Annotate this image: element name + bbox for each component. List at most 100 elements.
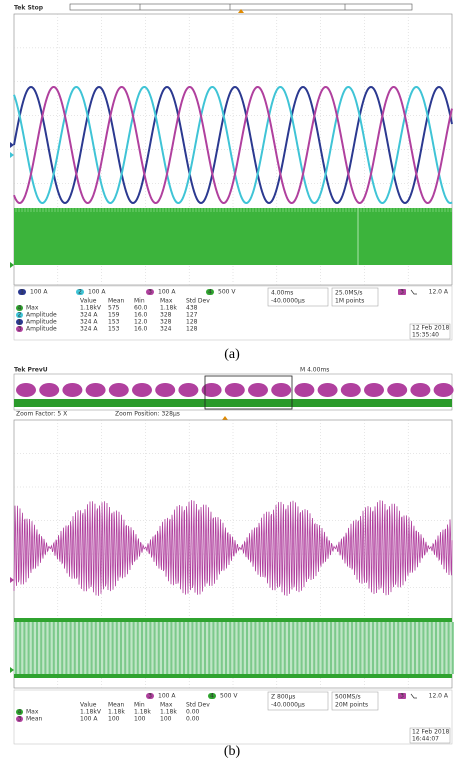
channel-scale: 100 A (30, 289, 48, 296)
measure-value: 60.0 (134, 305, 148, 312)
ch4-zoom-pulse (242, 622, 244, 674)
measure-value: 1.18k (160, 709, 177, 716)
channel-number: 2 (78, 289, 82, 296)
row-name: Mean (26, 716, 43, 723)
ch4-zoom-pulse (212, 622, 214, 674)
row-channel: 3 (18, 716, 22, 723)
ch4-zoom-pulse (355, 622, 357, 674)
time: 16:44:07 (412, 736, 439, 743)
trigger-marker (238, 9, 244, 13)
ch4-zoom-pulse (326, 622, 328, 674)
overview-burst (364, 383, 384, 397)
row-channel: 4 (18, 709, 22, 716)
ch4-zoom-pulse (389, 622, 391, 674)
ch4-zoom-pulse (95, 622, 97, 674)
measure-value: 0.00 (186, 716, 200, 723)
ch4-zoom-pulse (414, 622, 416, 674)
row-channel: 3 (18, 326, 22, 333)
ch4-zoom-pulse (57, 622, 59, 674)
row-name: Amplitude (26, 319, 57, 326)
measure-header: Max (160, 298, 173, 305)
caption: (b) (224, 744, 241, 759)
ch4-zoom-pulse (19, 622, 21, 674)
ch4-zoom-pulse (229, 622, 231, 674)
channel-number: 4 (208, 289, 212, 296)
measure-value: 328 (160, 319, 172, 326)
ch4-zoom-pulse (23, 622, 25, 674)
ch4-zoom-pulse (313, 622, 315, 674)
ch4-zoom-pulse (376, 622, 378, 674)
overview-burst (178, 383, 198, 397)
overview-burst (155, 383, 175, 397)
ch4-zoom-pulse (217, 622, 219, 674)
measure-value: 324 A (80, 326, 98, 333)
horizontal-scale: M 4.00ms (300, 367, 329, 374)
measure-header: Std Dev (186, 298, 210, 305)
ch4-zoom-pulse (431, 622, 433, 674)
measure-value: 1.18k (160, 305, 177, 312)
ch4-zoom-pulse (149, 622, 151, 674)
overview-ch4 (14, 399, 452, 407)
channel-number: 3 (148, 693, 152, 700)
ch4-zoom-pulse (334, 622, 336, 674)
ch4-zoom-pulse (200, 622, 202, 674)
ch4-zoom-pulse (288, 622, 290, 674)
ch4-zoom-pulse (49, 622, 51, 674)
overview-burst (109, 383, 129, 397)
row-channel: 2 (18, 312, 22, 319)
ch4-zoom-pulse (170, 622, 172, 674)
measure-value: 100 A (80, 716, 98, 723)
ch4-zoom-pulse (359, 622, 361, 674)
ch4-zoom-pulse (120, 622, 122, 674)
trigger-channel: 3 (400, 693, 404, 700)
ch4-zoom-pulse (263, 622, 265, 674)
ch4-zoom-pulse (133, 622, 135, 674)
measure-value: 100 (160, 716, 172, 723)
ch4-zoom-pulse (284, 622, 286, 674)
row-name: Amplitude (26, 326, 57, 333)
status: Tek Stop (14, 5, 44, 12)
measure-value: 1.18kV (80, 305, 102, 312)
ch4-zoom-pulse (238, 622, 240, 674)
ch4-zoom-pulse (179, 622, 181, 674)
ch4-zoom-pulse (267, 622, 269, 674)
measure-header: Min (134, 702, 145, 709)
ch4-zoom-pulse (191, 622, 193, 674)
caption: (a) (224, 347, 240, 362)
ch4-top (14, 618, 452, 622)
measure-value: 0.00 (186, 709, 200, 716)
ch4-zoom-pulse (280, 622, 282, 674)
ch4-zoom-pulse (351, 622, 353, 674)
measure-value: 128 (186, 326, 198, 333)
date: 12 Feb 2018 (412, 325, 450, 332)
ch4-zoom-pulse (175, 622, 177, 674)
ch4-band (14, 208, 452, 265)
ch4-zoom-pulse (145, 622, 147, 674)
ground-marker (10, 667, 14, 673)
ch4-zoom-pulse (204, 622, 206, 674)
overview-burst (225, 383, 245, 397)
ch4-zoom-pulse (158, 622, 160, 674)
ch4-zoom-pulse (15, 622, 17, 674)
ch4-zoom-pulse (393, 622, 395, 674)
ch4-zoom-pulse (422, 622, 424, 674)
ch4-zoom-pulse (86, 622, 88, 674)
ch4-zoom-pulse (330, 622, 332, 674)
record-length: 1M points (335, 298, 364, 305)
ch4-zoom-pulse (368, 622, 370, 674)
ch4-zoom-pulse (70, 622, 72, 674)
ch4-zoom-pulse (254, 622, 256, 674)
ch4-zoom-pulse (275, 622, 277, 674)
trigger-channel: 3 (400, 289, 404, 296)
measure-header: Mean (108, 298, 125, 305)
ground-marker (10, 262, 14, 268)
ch4-zoom-pulse (53, 622, 55, 674)
ch4-zoom-pulse (435, 622, 437, 674)
ch4-zoom-pulse (439, 622, 441, 674)
ch4-zoom-pulse (78, 622, 80, 674)
overview-burst (318, 383, 338, 397)
measure-value: 159 (108, 312, 120, 319)
trigger-level: 12.0 A (429, 693, 449, 700)
measure-value: 16.0 (134, 312, 148, 319)
ch4-zoom-pulse (301, 622, 303, 674)
